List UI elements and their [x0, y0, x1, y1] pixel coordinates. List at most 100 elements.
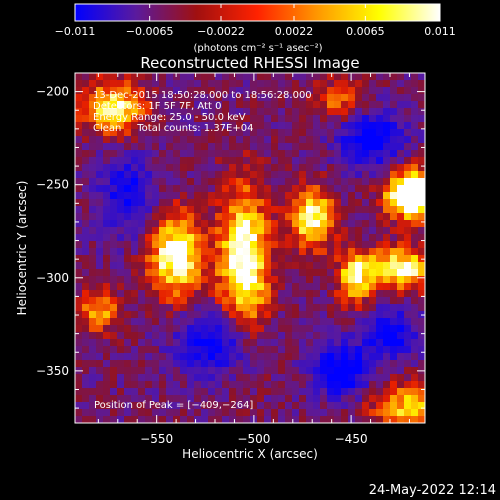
heatmap-cell [236, 290, 244, 298]
heatmap-cell [187, 136, 195, 144]
heatmap-cell [285, 381, 293, 389]
heatmap-cell [236, 339, 244, 347]
heatmap-cell [348, 416, 356, 424]
heatmap-cell [75, 339, 83, 347]
heatmap-cell [138, 416, 146, 424]
heatmap-cell [376, 339, 384, 347]
heatmap-cell [138, 220, 146, 228]
heatmap-cell [166, 171, 174, 179]
heatmap-cell [173, 115, 181, 123]
heatmap-cell [159, 283, 167, 291]
heatmap-cell [278, 297, 286, 305]
heatmap-cell [257, 416, 265, 424]
heatmap-cell [404, 311, 412, 319]
heatmap-cell [299, 87, 307, 95]
heatmap-cell [187, 234, 195, 242]
heatmap-cell [390, 353, 398, 361]
heatmap-cell [341, 136, 349, 144]
heatmap-cell [390, 304, 398, 312]
heatmap-cell [334, 381, 342, 389]
heatmap-cell [110, 108, 118, 116]
heatmap-cell [194, 311, 202, 319]
heatmap-cell [110, 87, 118, 95]
heatmap-cell [348, 136, 356, 144]
heatmap-cell [96, 199, 104, 207]
heatmap-cell [187, 416, 195, 424]
heatmap-cell [411, 297, 419, 305]
heatmap-cell [201, 129, 209, 137]
heatmap-cell [271, 353, 279, 361]
heatmap-cell [152, 269, 160, 277]
heatmap-cell [208, 178, 216, 186]
heatmap-cell [201, 353, 209, 361]
heatmap-cell [271, 213, 279, 221]
heatmap-cell [306, 402, 314, 410]
heatmap-cell [369, 206, 377, 214]
colorbar-tick-label: −0.0065 [126, 25, 174, 38]
heatmap-cell [152, 339, 160, 347]
heatmap-cell [117, 409, 125, 417]
heatmap-cell [411, 409, 419, 417]
heatmap-cell [215, 108, 223, 116]
heatmap-cell [397, 143, 405, 151]
colorbar-tick-label: 0.011 [424, 25, 456, 38]
heatmap-cell [257, 269, 265, 277]
heatmap-cell [243, 206, 251, 214]
heatmap-cell [411, 381, 419, 389]
heatmap-cell [334, 318, 342, 326]
heatmap-cell [159, 304, 167, 312]
heatmap-cell [96, 332, 104, 340]
heatmap-cell [362, 192, 370, 200]
heatmap-cell [124, 360, 132, 368]
heatmap-cell [278, 332, 286, 340]
heatmap-cell [215, 199, 223, 207]
heatmap-cell [159, 269, 167, 277]
heatmap-cell [103, 143, 111, 151]
heatmap-cell [243, 269, 251, 277]
heatmap-cell [82, 276, 90, 284]
heatmap-cell [145, 304, 153, 312]
heatmap-cell [285, 339, 293, 347]
heatmap-cell [201, 94, 209, 102]
heatmap-cell [208, 290, 216, 298]
heatmap-cell [194, 409, 202, 417]
heatmap-cell [236, 143, 244, 151]
heatmap-cell [327, 388, 335, 396]
heatmap-cell [180, 388, 188, 396]
heatmap-cell [243, 283, 251, 291]
heatmap-cell [201, 339, 209, 347]
heatmap-cell [362, 94, 370, 102]
heatmap-cell [250, 290, 258, 298]
heatmap-cell [152, 171, 160, 179]
heatmap-cell [418, 199, 426, 207]
heatmap-cell [306, 367, 314, 375]
heatmap-cell [271, 206, 279, 214]
heatmap-cell [152, 388, 160, 396]
heatmap-cell [145, 101, 153, 109]
heatmap-cell [187, 248, 195, 256]
heatmap-cell [355, 213, 363, 221]
heatmap-cell [404, 318, 412, 326]
heatmap-cell [166, 101, 174, 109]
heatmap-cell [166, 262, 174, 270]
heatmap-cell [376, 276, 384, 284]
heatmap-cell [173, 269, 181, 277]
heatmap-cell [320, 346, 328, 354]
heatmap-cell [194, 87, 202, 95]
heatmap-cell [152, 178, 160, 186]
heatmap-cell [278, 213, 286, 221]
heatmap-cell [180, 150, 188, 158]
heatmap-cell [208, 115, 216, 123]
heatmap-cell [264, 402, 272, 410]
heatmap-cell [96, 395, 104, 403]
heatmap-cell [82, 73, 90, 81]
heatmap-cell [376, 136, 384, 144]
heatmap-cell [201, 213, 209, 221]
heatmap-cell [124, 101, 132, 109]
heatmap-cell [180, 199, 188, 207]
heatmap-cell [313, 409, 321, 417]
heatmap-cell [75, 353, 83, 361]
heatmap-cell [348, 304, 356, 312]
heatmap-cell [271, 339, 279, 347]
